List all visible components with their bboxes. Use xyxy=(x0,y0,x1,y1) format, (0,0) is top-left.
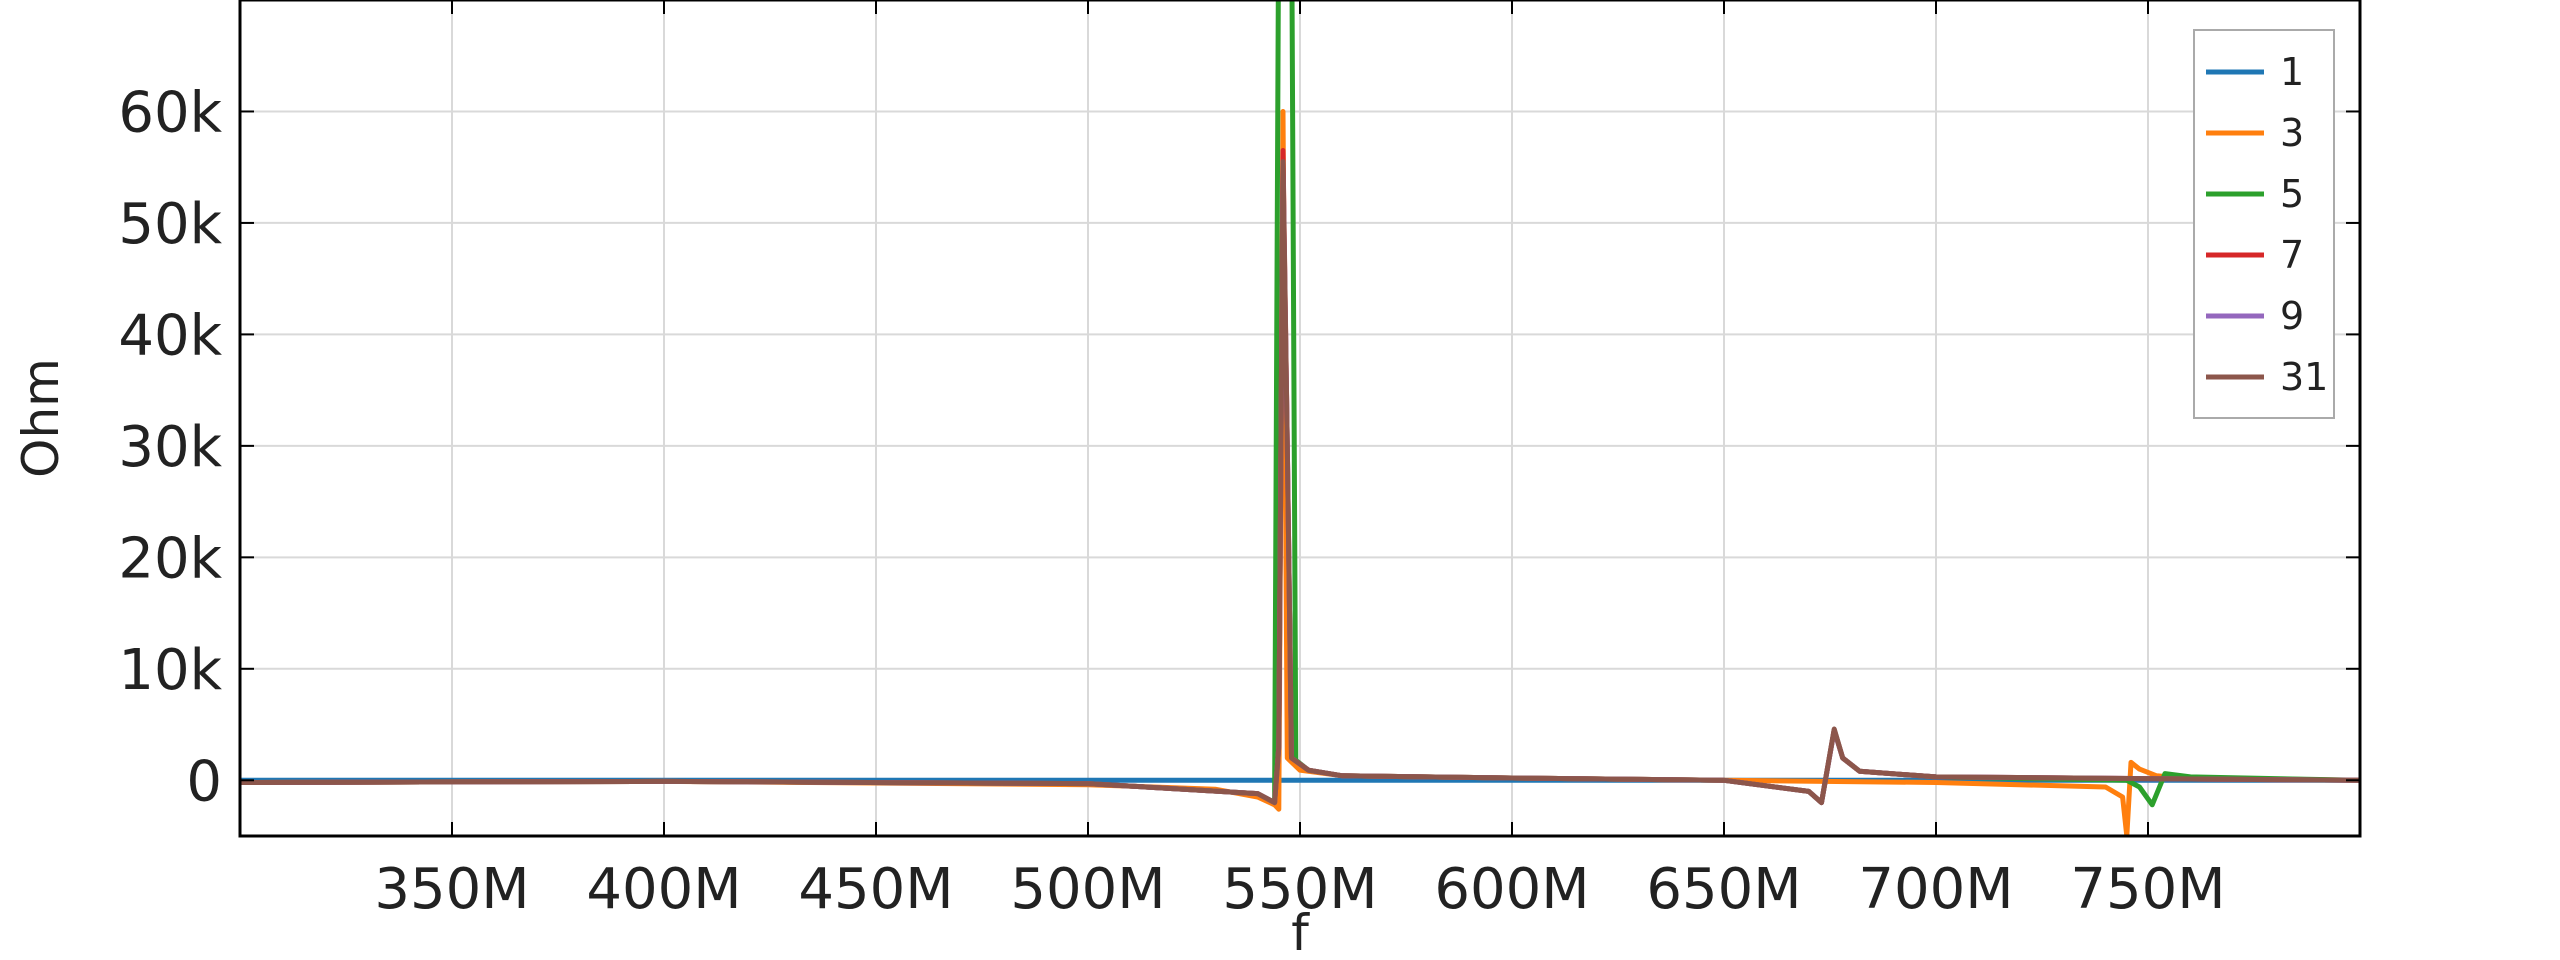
legend-label-3: 3 xyxy=(2280,111,2304,155)
x-axis-title: f xyxy=(1291,904,1310,960)
x-tick-label: 400M xyxy=(586,857,741,922)
x-tick-label: 450M xyxy=(798,857,953,922)
x-tick-label: 550M xyxy=(1222,857,1377,922)
y-tick-label: 60k xyxy=(118,80,222,145)
x-tick-labels: 350M 400M 450M 500M 550M 600M 650M 700M 750M xyxy=(374,857,2225,922)
legend: 1 3 5 7 9 31 xyxy=(2193,29,2335,419)
y-tick-labels: 0 10k 20k 30k 40k 50k 60k xyxy=(118,80,222,814)
x-tick-label: 600M xyxy=(1434,857,1589,922)
x-tick-label: 650M xyxy=(1646,857,1801,922)
ticks xyxy=(240,0,2360,836)
legend-label-9: 9 xyxy=(2280,294,2304,338)
legend-label-5: 5 xyxy=(2280,172,2304,216)
legend-label-31: 31 xyxy=(2280,355,2328,399)
x-tick-label: 700M xyxy=(1858,857,2013,922)
y-tick-label: 0 xyxy=(186,749,222,814)
y-tick-label: 30k xyxy=(118,415,222,480)
legend-label-7: 7 xyxy=(2280,233,2304,277)
y-tick-label: 20k xyxy=(118,526,222,591)
series-layer xyxy=(240,0,2360,836)
x-tick-label: 500M xyxy=(1010,857,1165,922)
x-tick-label: 750M xyxy=(2070,857,2225,922)
x-tick-label: 350M xyxy=(374,857,529,922)
y-tick-label: 10k xyxy=(118,638,222,703)
legend-entries: 1 3 5 7 9 31 xyxy=(2206,50,2328,399)
legend-box xyxy=(2193,29,2335,419)
y-tick-label: 40k xyxy=(118,303,222,368)
y-tick-label: 50k xyxy=(118,192,222,257)
grid xyxy=(240,0,2360,836)
legend-label-1: 1 xyxy=(2280,50,2304,94)
y-axis-title: Ohm xyxy=(12,358,70,478)
series-line-31 xyxy=(240,159,2360,806)
